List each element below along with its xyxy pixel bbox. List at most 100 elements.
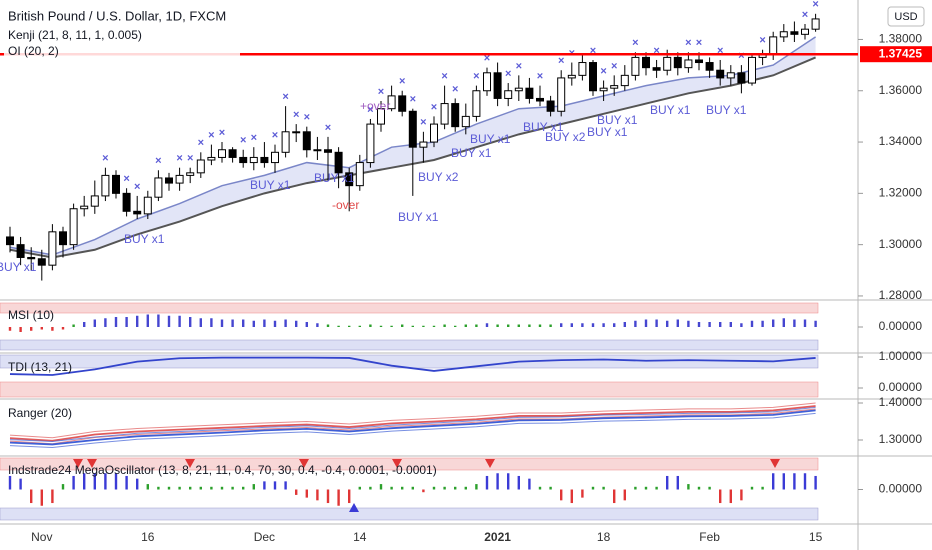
oscillator-bar xyxy=(125,475,128,490)
x-tick-label: 15 xyxy=(809,530,823,544)
signal-marker: × xyxy=(410,94,416,106)
candle-body xyxy=(620,74,629,87)
oscillator-bar xyxy=(570,323,573,327)
oscillator-bar xyxy=(729,322,732,327)
signal-marker: × xyxy=(537,71,543,83)
signal-marker: × xyxy=(632,37,638,49)
candle-body xyxy=(186,172,195,176)
candle-body xyxy=(292,131,301,134)
candle-body xyxy=(175,174,184,184)
signal-marker: × xyxy=(282,91,288,103)
annotation: BUY x1 xyxy=(523,120,564,134)
oscillator-bar xyxy=(316,323,319,327)
oscillator-bar xyxy=(549,486,552,490)
oscillator-bar xyxy=(401,486,404,490)
oscillator-bar xyxy=(538,324,542,327)
candle-body xyxy=(48,231,57,266)
candle-body xyxy=(631,56,640,76)
x-tick-label: 2021 xyxy=(484,530,511,544)
candle-body xyxy=(705,62,714,71)
oscillator-bar xyxy=(390,486,393,490)
candle-body xyxy=(16,244,25,258)
oscillator-bar xyxy=(178,315,181,327)
chart-title: British Pound / U.S. Dollar, 1D, FXCM xyxy=(8,8,226,23)
indicator-line xyxy=(9,412,816,448)
oscillator-bar xyxy=(772,319,775,327)
signal-marker: × xyxy=(325,122,331,134)
indicator-line xyxy=(9,402,816,439)
oscillator-bar xyxy=(464,486,467,490)
oscillator-bar xyxy=(93,319,96,327)
candle-body xyxy=(695,59,703,64)
candle-body xyxy=(324,149,332,153)
signal-marker: × xyxy=(473,71,479,83)
candle-body xyxy=(112,174,120,194)
oscillator-bar xyxy=(146,484,149,490)
oscillator-bar xyxy=(814,475,817,490)
y-tick-label: 1.32000 xyxy=(879,186,923,200)
candle-body xyxy=(726,72,735,79)
oscillator-bar xyxy=(676,319,679,327)
candle-body xyxy=(589,62,597,92)
candle-body xyxy=(652,67,661,71)
pane-title: Ranger (20) xyxy=(8,406,72,420)
candle-body xyxy=(143,196,152,215)
signal-marker: × xyxy=(208,130,214,142)
candle-body xyxy=(59,231,67,246)
signal-triangle xyxy=(185,459,195,468)
candle-body xyxy=(196,159,205,174)
oscillator-bar xyxy=(263,319,266,327)
candle-body xyxy=(281,131,290,153)
price-axis: 1.28000 1.30000 1.32000 1.34000 1.36000 1.380… xyxy=(31,32,932,544)
oscillator-bar xyxy=(687,320,690,327)
oscillator-bar xyxy=(348,325,351,327)
candle-body xyxy=(313,149,322,152)
oscillator-bar xyxy=(422,489,425,493)
oscillator-bar xyxy=(485,475,489,490)
plot: × × × × × × × × × × × × × × × × × × × × × × × × × × × × × × × × × × × × × × × ×… xyxy=(0,0,858,512)
candle-body xyxy=(811,18,820,30)
oscillator-bar xyxy=(538,486,542,490)
oscillator-bar xyxy=(358,325,361,327)
oscillator-bar xyxy=(517,324,520,327)
indicator-line xyxy=(9,406,816,442)
oscillator-bar xyxy=(772,473,775,490)
price-label-bg xyxy=(860,46,932,63)
signal-marker: × xyxy=(123,173,129,185)
indicator-label: OI (20, 2) xyxy=(8,44,59,58)
oscillator-bar xyxy=(83,322,86,327)
x-tick-label: 16 xyxy=(141,530,155,544)
signal-marker: × xyxy=(653,45,659,57)
candle-body xyxy=(599,87,608,92)
oscillator-bar xyxy=(157,314,160,327)
y-tick-label: 1.00000 xyxy=(879,349,923,363)
candle-body xyxy=(546,100,555,112)
oscillator-bar xyxy=(432,325,436,327)
oscillator-bar xyxy=(570,489,573,504)
pane-title: MSI (10) xyxy=(8,308,54,322)
signal-marker: × xyxy=(420,117,426,129)
candle-body xyxy=(6,236,14,246)
currency[interactable]: USD xyxy=(894,11,917,23)
candle-body xyxy=(748,56,756,84)
oscillator-bar xyxy=(40,327,43,330)
oscillator-bar xyxy=(475,324,478,327)
signal-marker: × xyxy=(399,76,405,88)
signal-marker: × xyxy=(304,112,310,124)
oscillator-bar xyxy=(167,486,171,490)
oscillator-bar xyxy=(761,320,764,327)
x-tick-label: 14 xyxy=(353,530,367,544)
candle-body xyxy=(483,72,491,92)
oscillator-bar xyxy=(83,473,86,490)
signal-marker: × xyxy=(611,60,617,72)
oscillator-bar xyxy=(793,319,796,327)
oscillator-bar xyxy=(581,489,584,498)
candle-body xyxy=(419,141,428,148)
oscillator-bar xyxy=(178,486,181,490)
oscillator-bar xyxy=(782,318,785,327)
oscillator-bar xyxy=(687,484,690,490)
currency-box[interactable] xyxy=(887,6,925,27)
oscillator-bar xyxy=(634,486,637,490)
candle-body xyxy=(578,62,587,76)
signal-marker: × xyxy=(516,60,522,72)
